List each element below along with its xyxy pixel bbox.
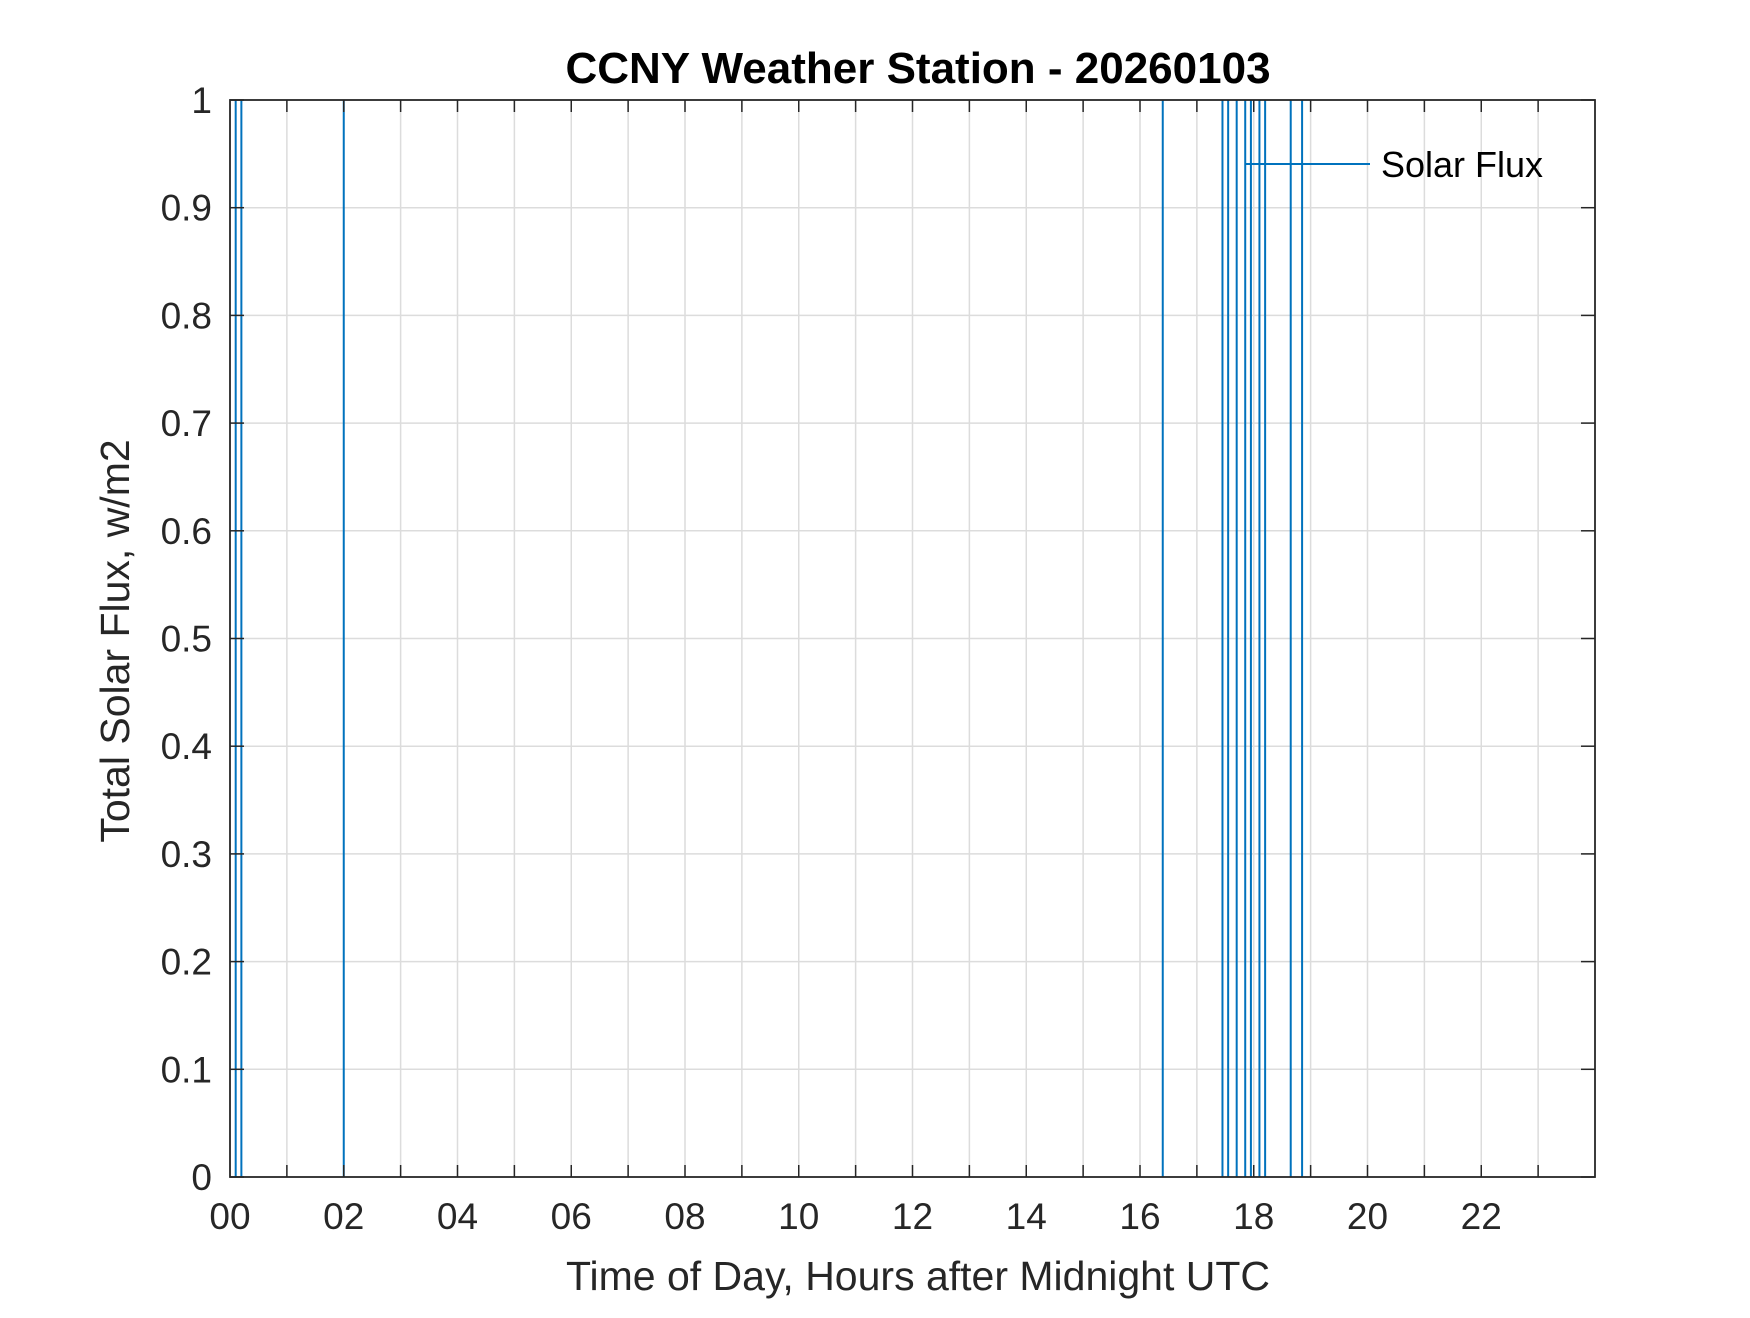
x-tick-label: 22 <box>1461 1196 1502 1237</box>
x-tick-label: 12 <box>892 1196 933 1237</box>
x-tick-label: 18 <box>1233 1196 1274 1237</box>
legend-label-solar-flux: Solar Flux <box>1381 144 1543 185</box>
x-tick-label: 10 <box>778 1196 819 1237</box>
y-tick-label: 1 <box>191 80 212 121</box>
y-tick-label: 0.9 <box>161 188 212 229</box>
x-tick-label: 14 <box>1006 1196 1047 1237</box>
axis-ticks: 00 02 04 06 08 10 12 14 16 18 20 22 0 0.1 0.2 0.3 0.4 0.5… <box>161 80 1595 1237</box>
x-tick-label: 16 <box>1119 1196 1160 1237</box>
y-tick-label: 0.7 <box>161 403 212 444</box>
x-tick-label: 20 <box>1347 1196 1388 1237</box>
chart-title: CCNY Weather Station - 20260103 <box>565 44 1270 93</box>
legend: Solar Flux <box>1245 144 1543 185</box>
x-tick-label: 02 <box>323 1196 364 1237</box>
y-tick-label: 0.3 <box>161 834 212 875</box>
grid-lines <box>230 100 1595 1177</box>
y-tick-label: 0.5 <box>161 619 212 660</box>
x-axis-label: Time of Day, Hours after Midnight UTC <box>566 1253 1270 1299</box>
y-tick-label: 0.2 <box>161 942 212 983</box>
x-tick-label: 00 <box>209 1196 250 1237</box>
y-tick-label: 0.4 <box>161 726 212 767</box>
y-tick-label: 0.6 <box>161 511 212 552</box>
y-tick-label: 0 <box>191 1157 212 1198</box>
x-tick-label: 08 <box>664 1196 705 1237</box>
x-tick-label: 04 <box>437 1196 478 1237</box>
y-axis-label: Total Solar Flux, w/m2 <box>92 439 138 842</box>
y-tick-label: 0.1 <box>161 1049 212 1090</box>
y-tick-label: 0.8 <box>161 295 212 336</box>
x-tick-label: 06 <box>551 1196 592 1237</box>
